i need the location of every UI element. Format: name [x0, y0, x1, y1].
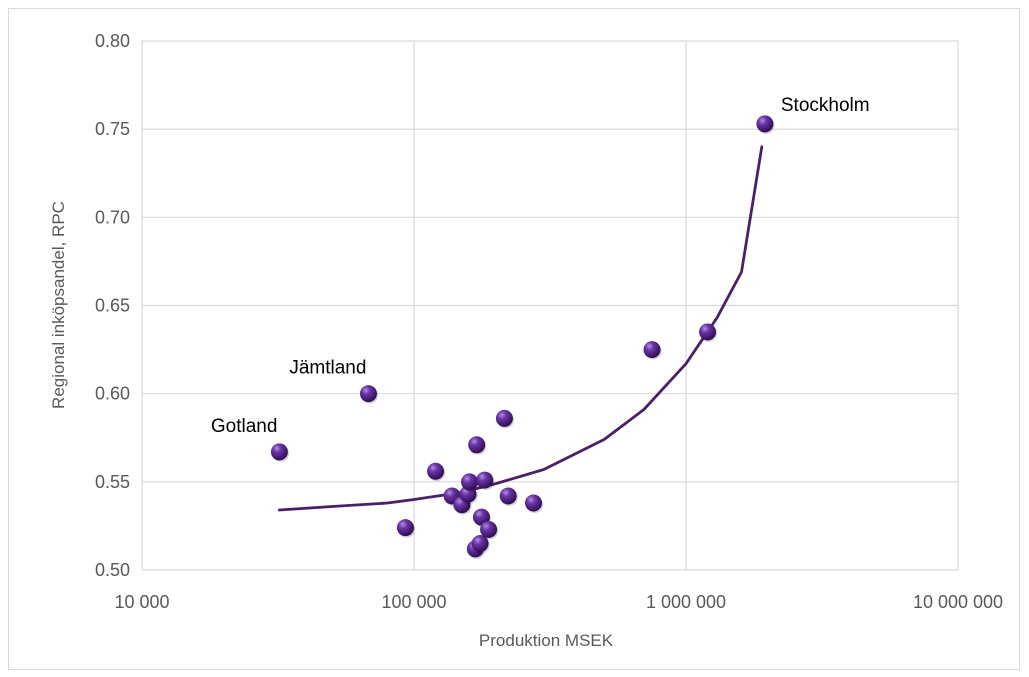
point-label: Jämtland: [289, 358, 366, 379]
y-tick-label: 0.65: [95, 296, 130, 316]
data-point: [499, 487, 517, 505]
trendline-layer: [278, 145, 764, 512]
y-tick-label: 0.75: [95, 119, 130, 139]
data-point: [471, 535, 489, 553]
x-tick-label: 10 000: [114, 592, 169, 612]
y-tick-label: 0.55: [95, 472, 130, 492]
data-point: [472, 508, 490, 526]
data-point: [427, 462, 445, 480]
data-point: [396, 519, 414, 537]
y-tick-label: 0.60: [95, 384, 130, 404]
point-label: Stockholm: [781, 95, 870, 116]
data-point: [524, 494, 542, 512]
data-point: [476, 471, 494, 489]
tick-labels: 0.50 0.55 0.60 0.65 0.70 0.75 0.80 10 000 100 00…: [95, 31, 1003, 612]
data-point: [495, 409, 513, 427]
gridlines: [141, 40, 959, 571]
x-tick-label: 100 000: [381, 592, 446, 612]
trendline: [278, 145, 764, 512]
y-tick-label: 0.70: [95, 207, 130, 227]
data-point: [756, 115, 774, 133]
point-label: Gotland: [211, 416, 278, 437]
data-point: [643, 341, 661, 359]
y-axis-title: Regional inköpsandel, RPC: [49, 201, 68, 409]
data-point: [270, 443, 288, 461]
y-tick-label: 0.50: [95, 560, 130, 580]
data-point: [359, 385, 377, 403]
data-point: [461, 473, 479, 491]
data-point: [459, 485, 477, 503]
x-tick-label: 10 000 000: [913, 592, 1003, 612]
data-point: [699, 323, 717, 341]
data-point: [468, 436, 486, 454]
data-point: [480, 520, 498, 538]
data-points: [270, 115, 775, 559]
point-labels: Gotland Jämtland Stockholm: [211, 95, 870, 437]
x-axis-title: Produktion MSEK: [479, 631, 614, 650]
y-tick-label: 0.80: [95, 31, 130, 51]
chart-frame: [8, 8, 1020, 670]
x-tick-label: 1 000 000: [646, 592, 726, 612]
